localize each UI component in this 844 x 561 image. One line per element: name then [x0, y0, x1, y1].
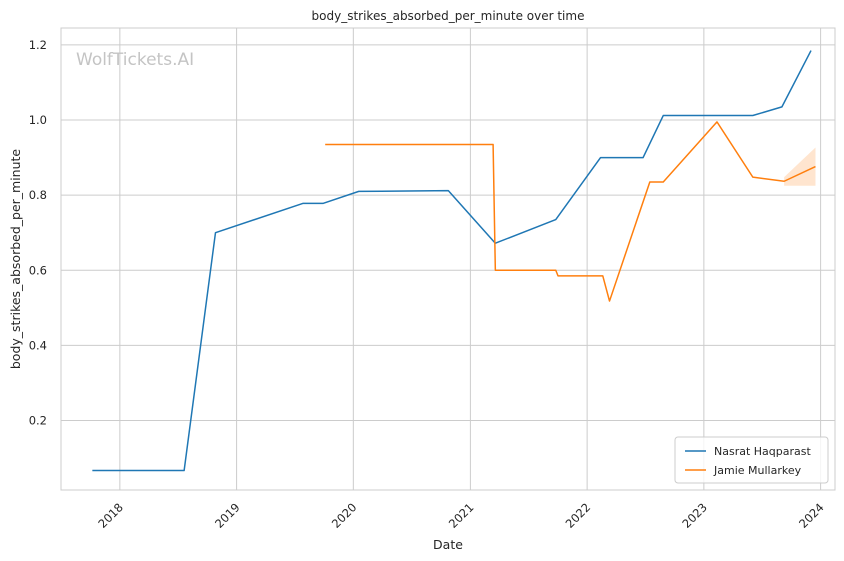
legend-box — [674, 436, 829, 484]
chart-title: body_strikes_absorbed_per_minute over ti… — [312, 9, 585, 23]
grid — [61, 28, 835, 490]
series-line — [325, 121, 816, 302]
y-tick-label: 0.8 — [29, 188, 47, 202]
x-tick-label: 2018 — [95, 500, 126, 531]
x-tick-label: 2022 — [563, 500, 594, 531]
watermark: WolfTickets.AI — [76, 50, 194, 70]
x-axis-label: Date — [433, 537, 463, 552]
y-tick-label: 0.6 — [29, 263, 47, 277]
confidence-bands — [784, 147, 816, 186]
legend: Nasrat Haqparast Jamie Mullarkey — [674, 436, 829, 484]
legend-label: Jamie Mullarkey — [713, 464, 802, 477]
x-axis: 2018 2019 2020 2021 2022 2023 2024 — [95, 500, 826, 531]
plot-area — [60, 27, 836, 491]
y-tick-label: 0.2 — [29, 414, 47, 428]
x-tick-label: 2024 — [796, 500, 827, 531]
y-tick-label: 0.4 — [29, 338, 47, 352]
series-lines — [92, 50, 816, 472]
y-axis: 0.2 0.4 0.6 0.8 1.0 1.2 — [29, 38, 47, 428]
x-tick-label: 2023 — [679, 500, 710, 531]
series-line — [92, 50, 812, 472]
y-axis-label: body_strikes_absorbed_per_minute — [8, 149, 23, 370]
x-tick-label: 2020 — [329, 500, 360, 531]
confidence-band — [784, 147, 816, 186]
x-tick-label: 2019 — [212, 500, 243, 531]
y-tick-label: 1.0 — [29, 113, 47, 127]
x-tick-label: 2021 — [446, 500, 477, 531]
y-tick-label: 1.2 — [29, 38, 47, 52]
legend-label: Nasrat Haqparast — [714, 445, 811, 458]
